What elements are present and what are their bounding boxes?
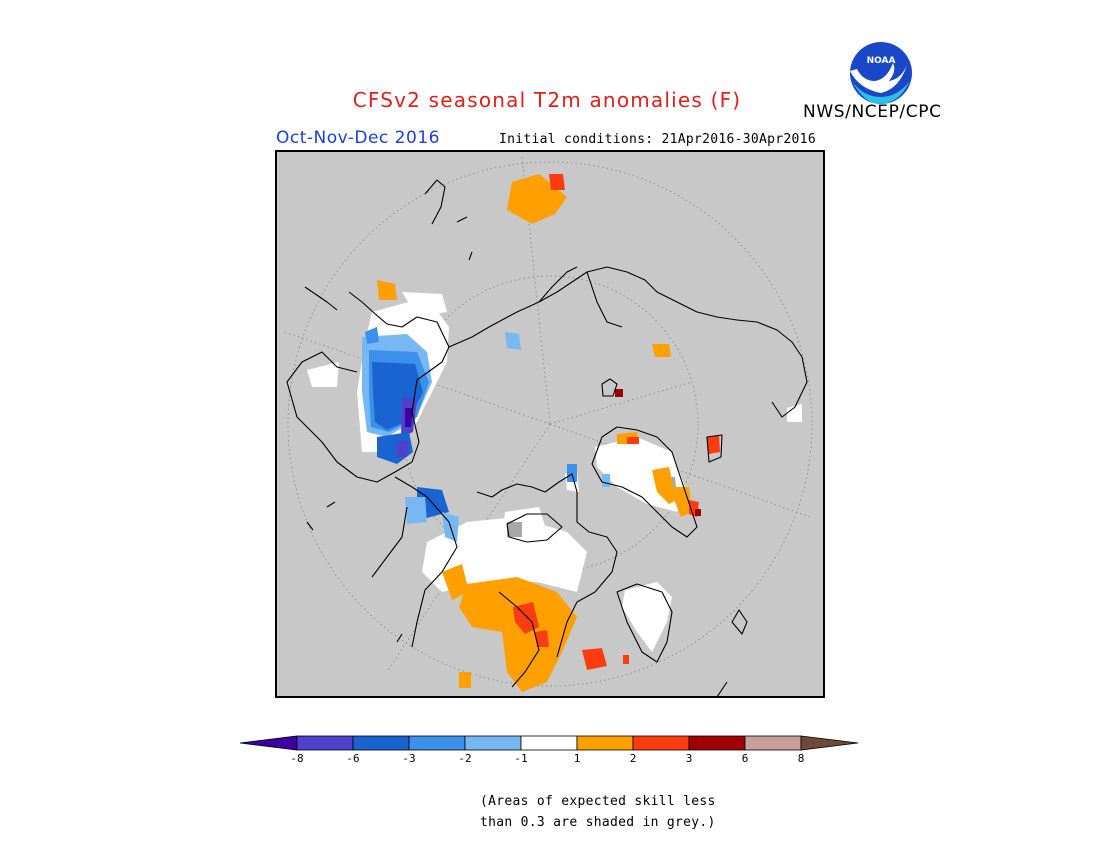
noaa-logo-text: NOAA	[867, 56, 896, 66]
skill-note: (Areas of expected skill less than 0.3 a…	[480, 791, 716, 833]
colorbar-tick-label: 2	[629, 752, 637, 765]
colorbar	[239, 733, 862, 773]
colorbar-segment	[576, 735, 634, 751]
colorbar-tick-label: -6	[346, 752, 360, 765]
coastlines	[286, 179, 808, 696]
colorbar-segment	[688, 735, 746, 751]
colorbar-tick-label: 8	[797, 752, 805, 765]
anomaly-shading	[307, 174, 802, 692]
colorbar-segment	[296, 735, 354, 751]
colorbar-tick-label: -2	[458, 752, 472, 765]
skill-note-line2: than 0.3 are shaded in grey.)	[480, 815, 716, 830]
colorbar-tick-label: -1	[514, 752, 528, 765]
noaa-logo: NOAA	[849, 41, 913, 105]
colorbar-segment	[464, 735, 522, 751]
initial-conditions: Initial conditions: 21Apr2016-30Apr2016	[499, 132, 816, 147]
colorbar-tick-label: 3	[685, 752, 693, 765]
chart-title: CFSv2 seasonal T2m anomalies (F)	[352, 88, 742, 112]
colorbar-arrow-low	[239, 735, 298, 751]
colorbar-tick-label: -8	[290, 752, 304, 765]
anomaly-map	[275, 150, 825, 698]
colorbar-tick-label: 1	[573, 752, 581, 765]
skill-note-line1: (Areas of expected skill less	[480, 794, 716, 809]
colorbar-segment	[632, 735, 690, 751]
colorbar-tick-label: -3	[402, 752, 416, 765]
colorbar-segment	[352, 735, 410, 751]
colorbar-segment	[520, 735, 578, 751]
colorbar-tick-label: 6	[741, 752, 749, 765]
forecast-period: Oct-Nov-Dec 2016	[276, 128, 440, 148]
agency-label: NWS/NCEP/CPC	[803, 102, 942, 122]
colorbar-segment	[744, 735, 802, 751]
colorbar-segment	[408, 735, 466, 751]
colorbar-arrow-high	[800, 735, 859, 751]
